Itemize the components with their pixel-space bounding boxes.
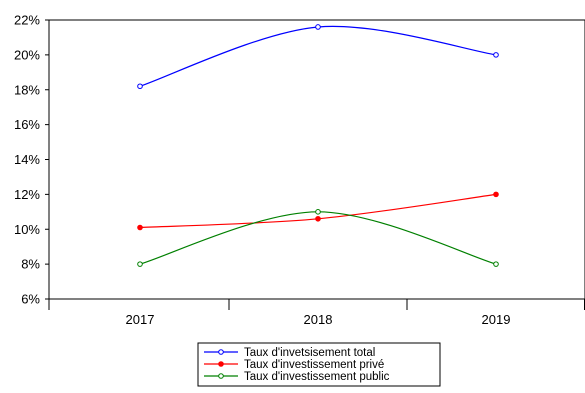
y-tick-label: 10% [14,222,40,237]
data-point [315,24,321,30]
y-tick-label: 14% [14,152,40,167]
series-layer [137,24,499,267]
legend-label: Taux d'invetsisement total [244,347,375,359]
legend-marker [218,361,224,367]
data-point [315,209,321,215]
y-tick-label: 6% [21,292,40,307]
y-tick-label: 20% [14,47,40,62]
y-tick-label: 16% [14,117,40,132]
y-tick-label: 22% [14,13,40,28]
y-tick-label: 18% [14,82,40,97]
data-point [137,224,143,231]
x-tick-label: 2017 [126,312,155,327]
legend-box [197,342,441,387]
x-tick-label: 2019 [482,312,511,327]
x-tick-label: 2018 [304,312,333,327]
legend-marker [218,349,224,355]
data-point [137,83,143,90]
data-point [315,215,321,222]
data-point [493,261,499,267]
y-tick-label: 8% [21,257,40,272]
x-axis: 2017 2018 2019 [48,299,585,327]
series-line [139,25,497,87]
legend-label: Taux d'investissement public [244,371,390,383]
plot-frame [48,19,585,300]
y-tick-label: 12% [14,187,40,202]
y-axis: 6% 8% 10% 12% 14% 16% 18% 20% 22% [14,13,49,307]
data-point [493,52,499,58]
legend-marker [218,373,224,379]
data-point [493,191,499,198]
legend-label: Taux d'investissement privé [244,359,384,371]
data-point [137,261,143,267]
